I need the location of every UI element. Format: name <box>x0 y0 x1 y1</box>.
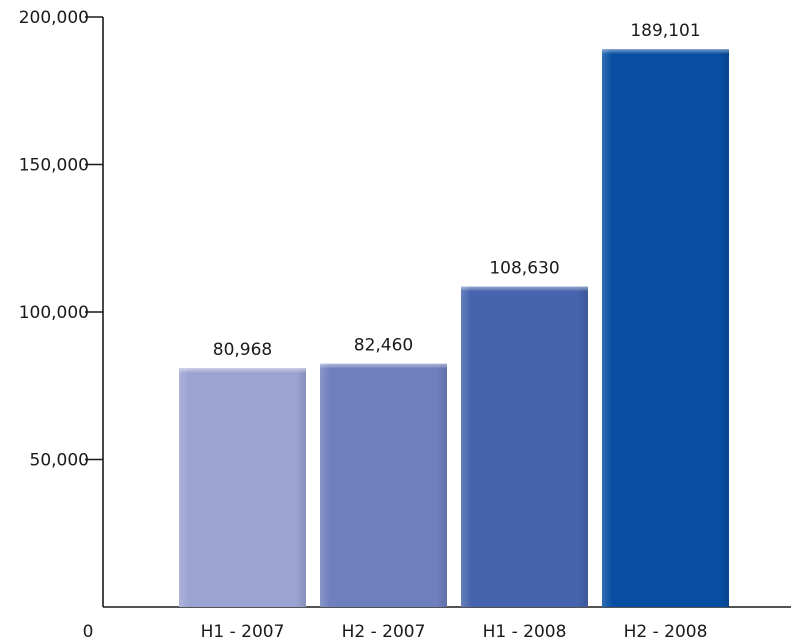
bar-shading <box>602 49 729 608</box>
y-tick-label: 200,000 <box>19 8 89 28</box>
bars <box>179 49 729 608</box>
data-label: 82,460 <box>354 336 413 356</box>
data-label: 108,630 <box>489 259 559 279</box>
bar-h1-2007 <box>179 368 306 607</box>
bar-highlight <box>461 286 588 292</box>
y-ticks: 0 50,000 100,000 150,000 200,000 <box>19 8 103 642</box>
y-tick-label: 100,000 <box>19 303 89 323</box>
y-axis: 0 50,000 100,000 150,000 200,000 <box>19 8 104 642</box>
x-tick-label: H1 - 2008 <box>483 622 567 642</box>
x-tick-label: H2 - 2008 <box>624 622 708 642</box>
y-tick-label: 50,000 <box>30 451 89 471</box>
x-tick-labels: H1 - 2007 H2 - 2007 H1 - 2008 H2 - 2008 <box>201 622 708 642</box>
bar-highlight <box>179 368 306 374</box>
bar-h2-2008 <box>602 49 729 608</box>
y-tick-label: 150,000 <box>19 156 89 176</box>
bar-h2-2007 <box>320 363 447 607</box>
data-label: 80,968 <box>213 340 272 360</box>
x-tick-label: H1 - 2007 <box>201 622 285 642</box>
x-tick-label: H2 - 2007 <box>342 622 426 642</box>
bar-shading <box>461 286 588 607</box>
bar-shading <box>320 363 447 607</box>
y-tick-label: 0 <box>83 622 94 642</box>
bar-h1-2008 <box>461 286 588 607</box>
x-axis: H1 - 2007 H2 - 2007 H1 - 2008 H2 - 2008 <box>103 606 791 642</box>
data-label: 189,101 <box>630 21 700 41</box>
bar-highlight <box>602 49 729 55</box>
bar-highlight <box>320 363 447 369</box>
value-labels: 80,968 82,460 108,630 189,101 <box>213 21 701 360</box>
bar-shading <box>179 368 306 607</box>
